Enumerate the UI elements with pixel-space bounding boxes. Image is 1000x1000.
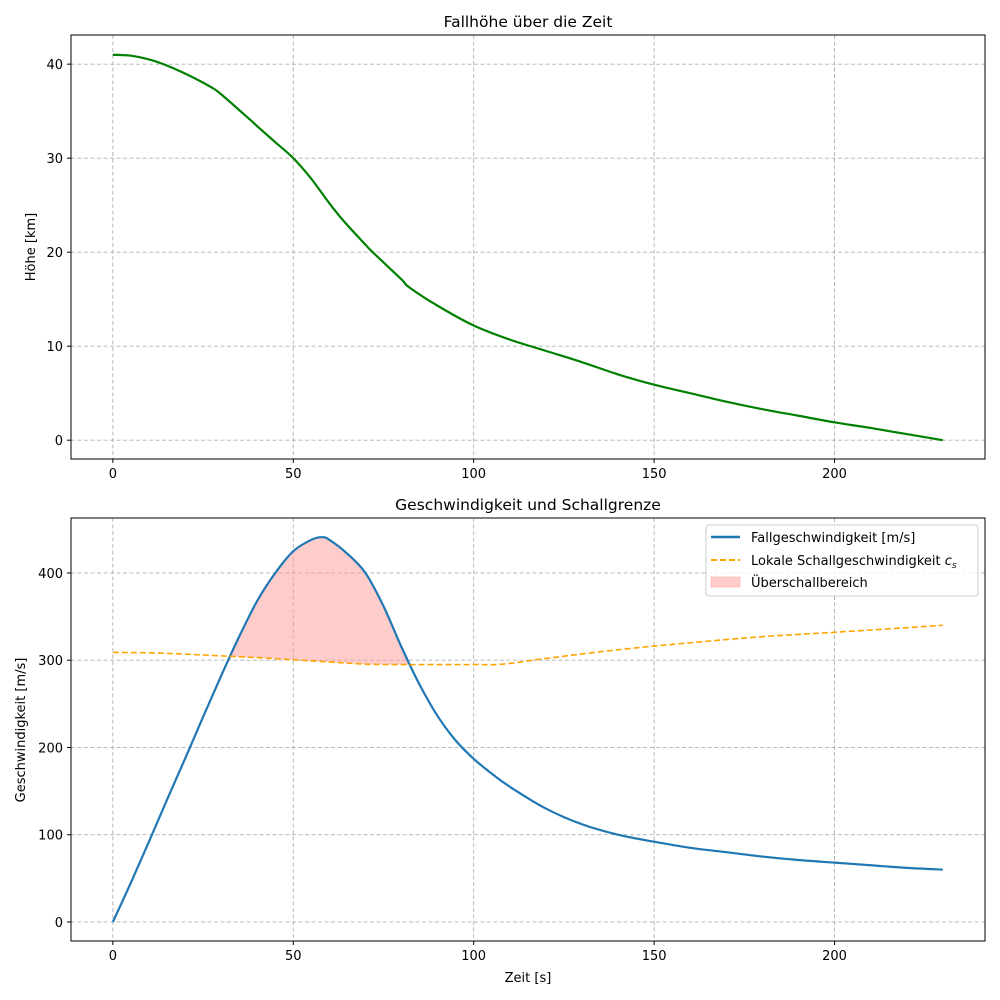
legend-sound-speed-sub: s (952, 561, 957, 571)
velocity-series-line (111, 536, 943, 923)
height-y-tick-label: 20 (46, 246, 63, 261)
velocity-x-tick-label: 100 (461, 949, 486, 964)
velocity-y-tick-label: 200 (38, 741, 63, 756)
velocity-axes: 0 50 100 150 200 0 100 200 300 400 Geschwindigkei… (14, 496, 986, 986)
height-ticks: 0 50 100 150 200 0 10 20 30 40 (46, 58, 846, 482)
velocity-x-tick-label: 150 (642, 949, 667, 964)
supersonic-region-fill (231, 537, 410, 665)
height-data (112, 53, 943, 442)
height-x-tick-label: 0 (109, 467, 117, 482)
height-chart-title: Fallhöhe über die Zeit (444, 13, 613, 31)
velocity-x-tick-label: 200 (822, 949, 847, 964)
velocity-y-tick-label: 400 (38, 567, 63, 582)
velocity-axes-frame (70, 517, 986, 942)
height-y-tick-label: 0 (55, 434, 63, 449)
velocity-x-tick-label: 0 (109, 949, 117, 964)
height-x-tick-label: 150 (642, 467, 667, 482)
height-plot-area (71, 35, 985, 459)
legend-sound-speed-text: Lokale Schallgeschwindigkeit (751, 554, 941, 569)
velocity-chart-title: Geschwindigkeit und Schallgrenze (395, 496, 661, 514)
height-x-tick-label: 100 (461, 467, 486, 482)
legend-box (705, 524, 979, 597)
height-y-tick-label: 10 (46, 340, 63, 355)
velocity-x-tick-label: 50 (285, 949, 302, 964)
velocity-y-tick-label: 0 (55, 916, 63, 931)
velocity-x-axis-label: Zeit [s] (505, 971, 552, 986)
height-series-line (112, 53, 943, 442)
height-axes-frame (70, 34, 986, 460)
velocity-y-tick-label: 100 (38, 829, 63, 844)
height-y-axis-label: Höhe [km] (24, 213, 39, 281)
sound-speed-series-line (112, 624, 943, 666)
legend-supersonic-label: Überschallbereich (751, 574, 868, 591)
height-y-tick-label: 40 (46, 58, 63, 73)
velocity-y-tick-label: 300 (38, 654, 63, 669)
legend-sound-speed-label: Lokale Schallgeschwindigkeit cs (751, 554, 957, 571)
velocity-data (111, 536, 943, 923)
legend-sound-speed-var: c (945, 554, 952, 569)
legend-supersonic-swatch (710, 576, 741, 588)
height-axes: 0 50 100 150 200 0 10 20 30 40 Fallhöhe über die … (24, 13, 986, 482)
height-x-tick-label: 50 (285, 467, 302, 482)
velocity-y-axis-label: Geschwindigkeit [m/s] (14, 658, 29, 803)
height-x-tick-label: 200 (822, 467, 847, 482)
height-y-tick-label: 30 (46, 152, 63, 167)
legend: Fallgeschwindigkeit [m/s] Lokale Schallg… (705, 524, 979, 597)
legend-velocity-label: Fallgeschwindigkeit [m/s] (751, 531, 915, 546)
velocity-ticks: 0 50 100 150 200 0 100 200 300 400 (38, 567, 847, 964)
height-grid (71, 35, 985, 459)
